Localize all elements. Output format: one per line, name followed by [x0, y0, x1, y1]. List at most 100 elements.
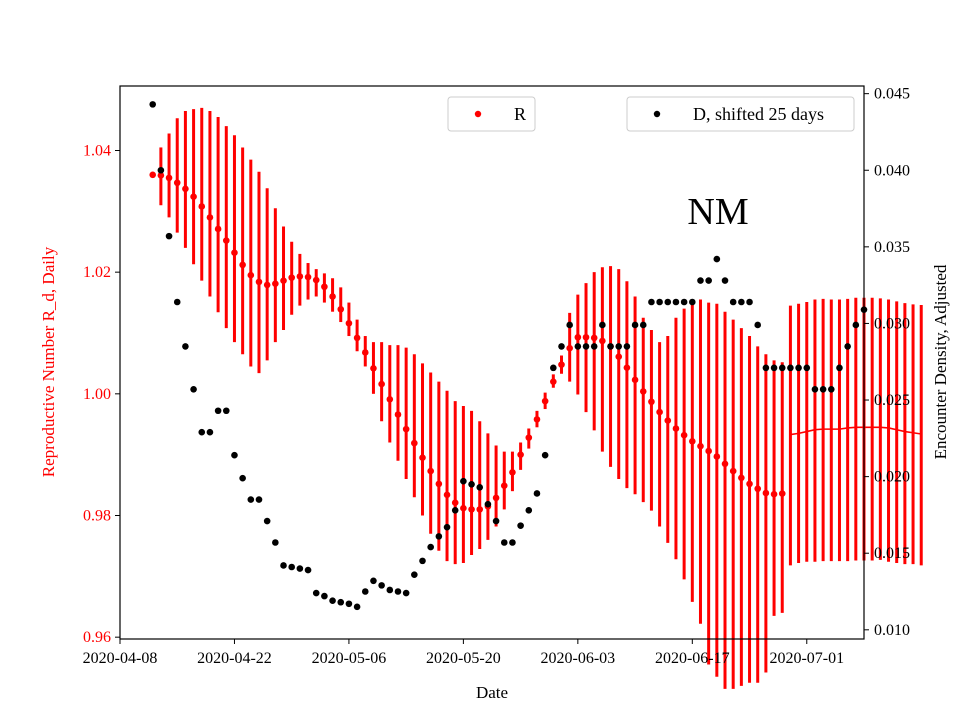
d-point	[550, 364, 557, 372]
r-point	[623, 364, 631, 371]
r-point	[272, 280, 279, 288]
y-left-tick-label: 0.98	[83, 508, 111, 525]
d-point	[746, 298, 753, 306]
d-point	[664, 298, 672, 306]
d-point	[672, 298, 680, 306]
r-point	[435, 480, 443, 488]
r-point	[599, 337, 606, 345]
d-point	[312, 589, 320, 597]
d-point	[345, 600, 353, 608]
d-point	[844, 343, 851, 350]
r-point	[558, 361, 565, 368]
r-point	[566, 344, 573, 352]
r-point	[664, 417, 672, 424]
r-point	[312, 276, 320, 284]
d-point	[803, 364, 811, 372]
d-point	[361, 588, 369, 595]
d-point	[149, 101, 157, 108]
y-left-tick-label: 1.02	[83, 264, 111, 281]
r-point	[182, 185, 189, 193]
d-point	[582, 343, 590, 350]
r-point	[615, 353, 623, 361]
r-point	[329, 293, 336, 300]
r-line-group	[790, 426, 922, 436]
x-tick-label: 2020-05-20	[426, 650, 501, 667]
r-point	[427, 467, 434, 475]
d-point	[738, 298, 745, 306]
d-point	[411, 571, 418, 578]
d-point-group	[149, 101, 868, 611]
d-point	[500, 539, 508, 546]
r-point	[705, 447, 712, 455]
legend-r-text: R	[514, 104, 526, 124]
r-point	[476, 506, 484, 513]
y-right-tick-label: 0.045	[874, 86, 910, 103]
y-right-tick-label: 0.015	[874, 545, 910, 562]
r-point	[697, 442, 704, 450]
r-point	[713, 453, 721, 460]
legend-d-marker	[653, 110, 661, 118]
d-point	[165, 232, 173, 240]
r-point	[648, 398, 655, 406]
r-point	[770, 490, 778, 498]
d-point	[468, 480, 475, 488]
d-point	[656, 298, 663, 306]
d-point	[599, 321, 606, 329]
d-point	[509, 539, 516, 546]
r-point	[173, 179, 181, 187]
x-axis: 2020-04-08 2020-04-22 2020-05-06 2020-05-20…	[83, 639, 844, 667]
y-right-tick-label: 0.020	[874, 469, 910, 486]
y-right-tick-label: 0.035	[874, 239, 910, 256]
d-point	[157, 166, 165, 174]
r-point	[778, 490, 786, 497]
d-point	[402, 589, 410, 597]
d-point	[337, 598, 345, 606]
d-point	[378, 582, 385, 589]
r-point	[353, 334, 361, 342]
d-point	[705, 277, 712, 284]
r-point	[500, 482, 508, 489]
r-errorbar-group	[159, 107, 923, 689]
r-point	[525, 434, 533, 441]
y-right-axis: 0.010 0.015 0.020 0.025 0.030 0.035 0.040 0.045	[864, 86, 910, 639]
d-point	[697, 277, 704, 284]
r-point	[231, 249, 238, 256]
d-point	[590, 343, 598, 350]
r-point	[345, 319, 353, 327]
d-point	[370, 577, 377, 585]
r-point	[149, 171, 157, 179]
legend-r: D, shifted 25 days R	[447, 96, 536, 132]
d-point	[689, 298, 696, 306]
d-point	[484, 500, 492, 508]
d-point	[852, 321, 860, 329]
r-point	[509, 469, 516, 476]
r-point	[631, 376, 639, 384]
r-point	[255, 278, 263, 286]
d-point	[533, 490, 541, 497]
r-point	[451, 499, 459, 507]
d-point	[574, 343, 582, 350]
x-tick-label: 2020-06-17	[655, 650, 730, 667]
y-left-axis-title: Reproductive Number R_d, Daily	[39, 246, 58, 477]
d-point	[754, 321, 762, 329]
d-point	[173, 298, 181, 306]
r-point	[738, 474, 745, 482]
r-point	[721, 460, 729, 468]
d-point	[231, 451, 238, 459]
r-point	[247, 271, 255, 279]
d-point	[607, 343, 614, 350]
r-point	[680, 431, 688, 439]
d-point	[541, 451, 549, 459]
r-point	[574, 333, 582, 341]
r-point	[222, 237, 230, 244]
d-point	[460, 477, 467, 485]
r-point	[288, 274, 295, 281]
d-point	[787, 364, 794, 372]
d-point	[631, 321, 639, 329]
d-point	[729, 298, 737, 306]
d-point	[321, 592, 328, 600]
d-point	[451, 507, 459, 514]
x-tick-label: 2020-04-22	[197, 650, 272, 667]
d-point	[280, 562, 287, 569]
